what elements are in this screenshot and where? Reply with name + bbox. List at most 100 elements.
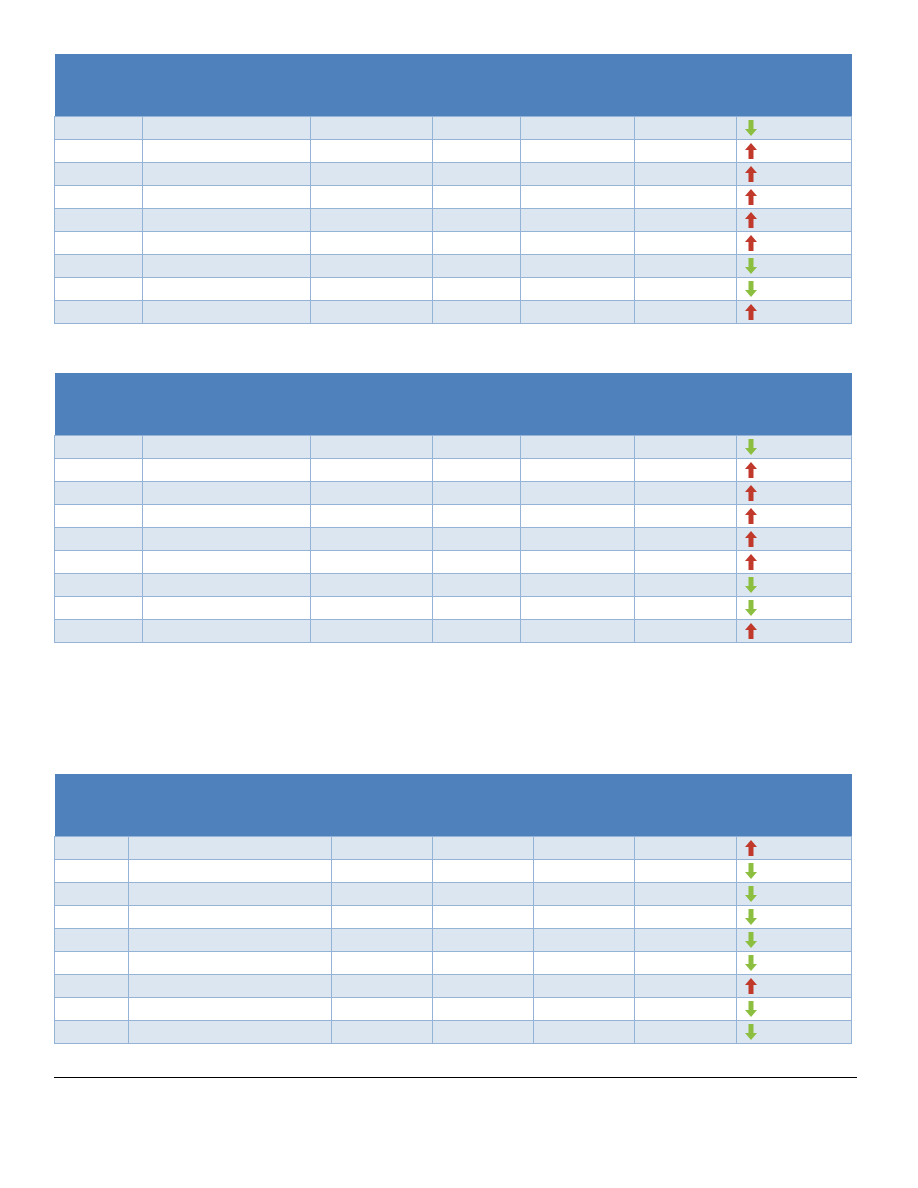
table-row	[54, 231, 852, 255]
table-cell	[634, 619, 737, 643]
table-row	[54, 527, 852, 551]
table-cell	[310, 619, 433, 643]
trend-cell	[736, 997, 852, 1021]
trend-up-arrow-icon	[745, 235, 757, 251]
trend-cell	[736, 836, 852, 860]
table-cell	[54, 550, 143, 574]
trend-up-arrow-icon	[745, 189, 757, 205]
table-row	[54, 504, 852, 528]
table-cell	[54, 951, 129, 975]
data-table-3	[54, 774, 852, 1044]
table-cell	[432, 277, 521, 301]
table-cell	[142, 254, 311, 278]
table-cell	[310, 573, 433, 597]
table-cell	[142, 435, 311, 459]
table-cell	[634, 504, 737, 528]
table-cell	[432, 208, 521, 232]
table-cell	[142, 162, 311, 186]
trend-cell	[736, 573, 852, 597]
table-cell	[331, 997, 433, 1021]
table-cell	[54, 527, 143, 551]
trend-cell	[736, 1020, 852, 1044]
trend-up-arrow-icon	[745, 554, 757, 570]
table-cell	[634, 905, 737, 929]
table-row	[54, 458, 852, 482]
table-cell	[54, 836, 129, 860]
table-cell	[142, 481, 311, 505]
table-cell	[520, 596, 635, 620]
table-cell	[634, 859, 737, 883]
table-cell	[533, 836, 635, 860]
trend-up-arrow-icon	[745, 304, 757, 320]
trend-cell	[736, 139, 852, 163]
table-cell	[432, 527, 521, 551]
trend-cell	[736, 254, 852, 278]
trend-cell	[736, 951, 852, 975]
table-row	[54, 185, 852, 209]
table-cell	[128, 859, 332, 883]
table-cell	[54, 928, 129, 952]
table-cell	[634, 435, 737, 459]
table-row	[54, 1020, 852, 1044]
table-row	[54, 951, 852, 975]
table-row	[54, 435, 852, 459]
table-cell	[128, 997, 332, 1021]
table-cell	[634, 185, 737, 209]
table-cell	[432, 162, 521, 186]
table-cell	[128, 905, 332, 929]
table-cell	[634, 974, 737, 998]
table-cell	[310, 527, 433, 551]
trend-up-arrow-icon	[745, 166, 757, 182]
table-cell	[533, 859, 635, 883]
table-cell	[533, 951, 635, 975]
table-cell	[128, 928, 332, 952]
trend-cell	[736, 859, 852, 883]
trend-down-arrow-icon	[745, 886, 757, 902]
table-cell	[54, 300, 143, 324]
table-cell	[142, 596, 311, 620]
table-cell	[432, 254, 521, 278]
table-cell	[128, 951, 332, 975]
table-row	[54, 882, 852, 906]
trend-cell	[736, 231, 852, 255]
table-cell	[310, 300, 433, 324]
table-cell	[331, 836, 433, 860]
table-cell	[142, 277, 311, 301]
table-row	[54, 619, 852, 643]
table-cell	[432, 1020, 534, 1044]
trend-cell	[736, 162, 852, 186]
table-cell	[54, 458, 143, 482]
table-cell	[331, 905, 433, 929]
table-cell	[634, 882, 737, 906]
table-cell	[520, 162, 635, 186]
table-cell	[634, 458, 737, 482]
table-cell	[142, 458, 311, 482]
table-cell	[54, 882, 129, 906]
table-cell	[310, 277, 433, 301]
table-cell	[310, 458, 433, 482]
table-cell	[54, 504, 143, 528]
table-cell	[432, 481, 521, 505]
trend-up-arrow-icon	[745, 508, 757, 524]
table-cell	[634, 231, 737, 255]
trend-cell	[736, 116, 852, 140]
trend-down-arrow-icon	[745, 577, 757, 593]
table-cell	[634, 208, 737, 232]
table-cell	[520, 481, 635, 505]
table-header	[54, 54, 852, 117]
table-row	[54, 596, 852, 620]
table-cell	[520, 254, 635, 278]
trend-cell	[736, 527, 852, 551]
table-row	[54, 481, 852, 505]
table-cell	[54, 139, 143, 163]
table-row	[54, 550, 852, 574]
table-cell	[520, 435, 635, 459]
table-cell	[54, 162, 143, 186]
table-cell	[634, 162, 737, 186]
table-cell	[634, 928, 737, 952]
table-cell	[432, 116, 521, 140]
table-cell	[432, 882, 534, 906]
table-cell	[520, 458, 635, 482]
table-cell	[142, 573, 311, 597]
table-row	[54, 997, 852, 1021]
